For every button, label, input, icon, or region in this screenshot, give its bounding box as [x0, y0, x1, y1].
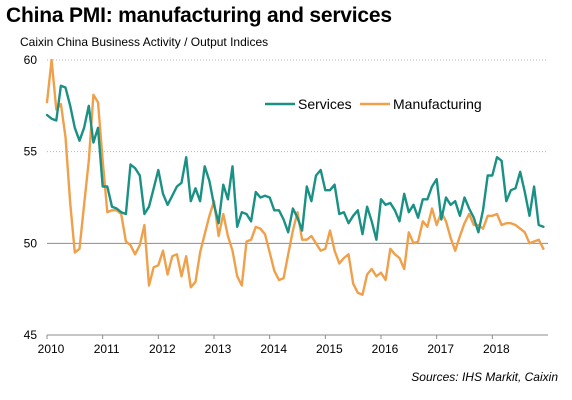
legend: Services Manufacturing: [265, 96, 482, 112]
y-tick-label: 55: [24, 145, 38, 159]
chart-source: Sources: IHS Markit, Caixin: [411, 370, 558, 384]
x-tick-label: 2015: [316, 342, 343, 356]
x-axis: 2010 2011 2012 2013 2014 2015 2016 2017 2018: [38, 334, 548, 356]
legend-label-manufacturing: Manufacturing: [393, 96, 482, 112]
series-line-manufacturing: [45, 58, 545, 296]
x-tick-label: 2013: [205, 342, 232, 356]
x-tick-label: 2016: [372, 342, 399, 356]
series-line-services: [45, 84, 545, 241]
chart-subtitle: Caixin China Business Activity / Output …: [20, 35, 269, 49]
x-tick-label: 2014: [260, 342, 287, 356]
y-axis: 45 50 55 60: [24, 53, 38, 342]
legend-label-services: Services: [298, 96, 352, 112]
x-tick-label: 2010: [38, 342, 65, 356]
series-layer: [45, 58, 545, 296]
y-tick-label: 50: [24, 236, 38, 250]
y-tick-label: 45: [24, 328, 38, 342]
x-tick-label: 2011: [94, 342, 120, 356]
y-tick-label: 60: [24, 53, 38, 67]
x-tick-label: 2012: [149, 342, 176, 356]
gridlines: [47, 59, 548, 244]
x-tick-label: 2017: [427, 342, 454, 356]
x-tick-label: 2018: [483, 342, 510, 356]
chart-title: China PMI: manufacturing and services: [6, 4, 392, 27]
